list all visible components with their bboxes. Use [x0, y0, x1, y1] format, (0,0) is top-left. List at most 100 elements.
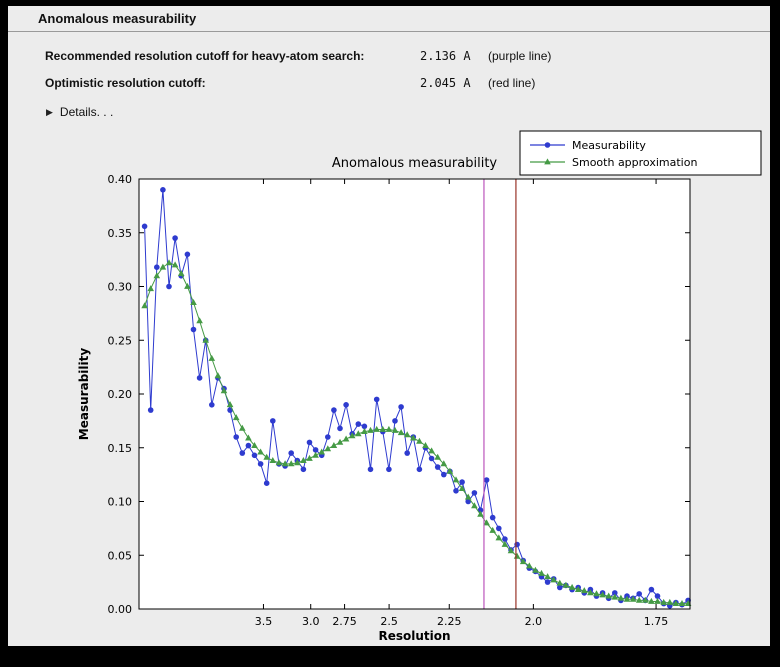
anomalous-measurability-panel: Anomalous measurability Recommended reso… — [8, 6, 770, 646]
data-point-circle — [355, 421, 362, 427]
data-point-triangle — [214, 372, 222, 379]
y-tick-label: 0.15 — [108, 442, 133, 455]
data-point-triangle — [556, 579, 564, 586]
data-point-triangle — [654, 597, 661, 604]
recommended-cutoff-label: Recommended resolution cutoff for heavy-… — [45, 48, 365, 63]
data-point-triangle — [373, 425, 380, 432]
data-point-circle — [471, 490, 478, 496]
data-point-triangle — [410, 434, 417, 441]
data-point-circle — [361, 423, 368, 430]
data-point-triangle — [434, 453, 441, 460]
data-point-triangle — [489, 526, 496, 533]
data-point-circle — [398, 404, 404, 410]
data-point-triangle — [220, 387, 228, 394]
y-tick-label: 0.10 — [108, 496, 133, 509]
recommended-cutoff-row: Recommended resolution cutoff for heavy-… — [45, 42, 770, 69]
data-point-triangle — [599, 591, 606, 598]
data-point-triangle — [312, 451, 319, 458]
x-axis-label: Resolution — [378, 629, 450, 641]
data-point-triangle — [660, 598, 667, 605]
data-point-triangle — [287, 460, 295, 467]
optimistic-cutoff-label: Optimistic resolution cutoff: — [45, 75, 206, 90]
data-point-circle — [239, 450, 246, 456]
data-point-triangle — [574, 586, 582, 592]
data-point-circle — [434, 464, 441, 470]
data-point-circle — [496, 525, 502, 532]
cutoff-info: Recommended resolution cutoff for heavy-… — [45, 42, 770, 96]
data-point-circle — [465, 498, 472, 505]
data-point-triangle — [385, 425, 393, 432]
page-title: Anomalous measurability — [38, 11, 197, 26]
series-smooth-approximation — [141, 259, 692, 606]
data-point-circle — [477, 507, 484, 513]
data-point-triangle — [306, 454, 313, 461]
data-point-triangle — [239, 424, 246, 431]
data-point-circle — [373, 396, 380, 403]
data-point-circle — [514, 541, 520, 548]
y-tick-label: 0.30 — [108, 281, 133, 294]
data-point-triangle — [544, 573, 551, 580]
data-point-circle — [337, 425, 343, 432]
data-point-triangle — [324, 445, 332, 452]
data-point-triangle — [471, 502, 478, 509]
data-point-triangle — [153, 272, 161, 279]
data-point-triangle — [623, 595, 631, 602]
y-tick-label: 0.20 — [108, 388, 133, 401]
data-point-triangle — [507, 547, 515, 554]
y-tick-label: 0.25 — [108, 334, 133, 347]
data-point-triangle — [611, 593, 619, 600]
y-tick-label: 0.05 — [108, 549, 133, 562]
data-point-triangle — [416, 437, 423, 444]
data-point-circle — [483, 477, 490, 483]
data-point-circle — [196, 375, 203, 381]
data-point-triangle — [190, 299, 197, 305]
data-point-triangle — [477, 510, 484, 517]
data-point-circle — [288, 450, 294, 456]
legend-triangle-marker-icon — [544, 158, 551, 165]
data-point-triangle — [269, 457, 277, 463]
disclosure-triangle-icon: ▶ — [46, 106, 53, 117]
data-point-triangle — [391, 426, 399, 433]
data-point-triangle — [342, 435, 350, 442]
x-tick-label: 1.75 — [644, 615, 669, 628]
data-point-circle — [141, 223, 148, 230]
data-point-triangle — [177, 270, 185, 276]
data-point-circle — [172, 235, 178, 241]
y-tick-label: 0.00 — [108, 603, 133, 616]
data-point-triangle — [617, 594, 625, 601]
data-point-triangle — [336, 438, 344, 445]
data-point-triangle — [226, 401, 234, 408]
data-point-circle — [190, 326, 197, 333]
y-axis-label: Measurability — [77, 348, 91, 441]
data-point-triangle — [367, 426, 374, 433]
data-point-circle — [392, 418, 398, 424]
data-point-circle — [544, 579, 551, 585]
data-point-triangle — [672, 600, 680, 606]
data-point-triangle — [648, 597, 655, 604]
data-point-circle — [160, 187, 166, 193]
legend-label: Measurability — [572, 139, 646, 152]
optimistic-cutoff-value: 2.045 A — [420, 75, 471, 90]
data-point-triangle — [635, 596, 643, 603]
recommended-cutoff-value: 2.136 A — [420, 48, 471, 63]
data-point-triangle — [605, 592, 612, 599]
data-point-triangle — [245, 434, 252, 441]
data-point-triangle — [171, 261, 179, 268]
legend-label: Smooth approximation — [572, 156, 697, 169]
data-point-triangle — [403, 431, 411, 438]
data-point-triangle — [593, 590, 600, 597]
data-point-circle — [245, 442, 252, 449]
panel-header: Anomalous measurability — [8, 6, 770, 32]
data-point-triangle — [263, 453, 270, 460]
data-point-triangle — [275, 459, 283, 466]
data-point-triangle — [294, 459, 301, 466]
data-point-triangle — [159, 263, 167, 270]
data-point-triangle — [257, 448, 264, 455]
anomalous-measurability-chart: Anomalous measurability0.000.050.100.150… — [77, 130, 762, 643]
data-point-triangle — [196, 317, 203, 324]
data-point-triangle — [208, 354, 216, 361]
details-toggle[interactable]: ▶ Details. . . — [46, 105, 156, 119]
data-point-circle — [147, 407, 154, 413]
data-point-triangle — [361, 428, 368, 434]
data-point-triangle — [526, 562, 533, 569]
